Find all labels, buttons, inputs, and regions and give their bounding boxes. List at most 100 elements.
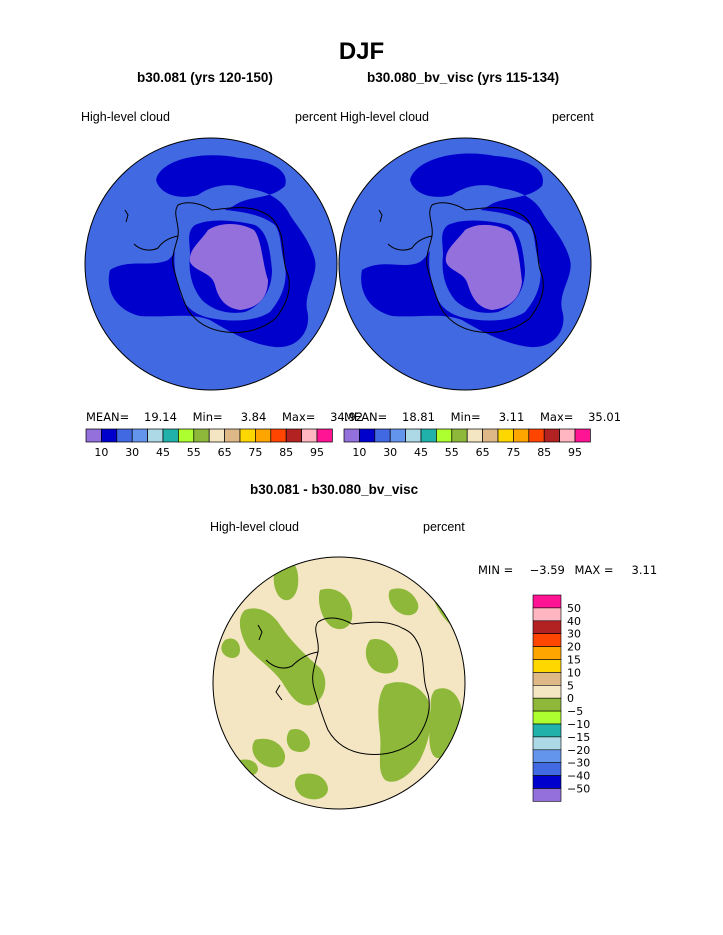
panel2-variable-label: High-level cloud [340,110,429,124]
panel2-colorbar-box-8 [466,428,483,443]
panel2-colorbar-box-5 [420,428,437,443]
panel1-colorbar-box-5 [162,428,179,443]
panel3-stats: MIN = −3.59 MAX = 3.11 [478,563,657,577]
panel3-colorbar-box-13 [532,762,562,776]
panel2-colorbar-tick-7: 95 [568,446,582,459]
panel2-colorbar-box-11 [513,428,530,443]
panel2-colorbar: 10 30 45 55 65 75 85 95 [343,428,591,459]
panel2-colorbar-box-12 [528,428,545,443]
panel1-colorbar-box-11 [255,428,272,443]
panel3-colorbar-tick-13: −40 [567,770,590,783]
panel3-colorbar-box-12 [532,749,562,763]
panel3-coastline [257,617,430,755]
panel1-colorbar-box-12 [270,428,287,443]
panel1-colorbar-box-7 [193,428,210,443]
panel2-colorbar-box-9 [482,428,499,443]
panel1-max-value: 34.92 [330,410,364,424]
panel1-colorbar-tick-6: 85 [279,446,293,459]
panel3-colorbar-tick-3: 20 [567,641,581,654]
panel3-colorbar-box-9 [532,710,562,725]
panel3-colorbar-box-4 [532,646,562,660]
panel1-field [85,138,337,390]
panel2-colorbar-tick-6: 85 [537,446,551,459]
panel1-min-value: 3.84 [240,410,267,424]
panel2-colorbar-tick-2: 45 [414,446,428,459]
panel2-border [338,137,592,391]
panel1-mean-label: MEAN= [86,410,130,424]
panel1-colorbar-tick-1: 30 [125,446,139,459]
panel2-colorbar-box-2 [374,428,391,443]
panel2-min-value: 3.11 [498,410,525,424]
panel3-colorbar-tick-2: 30 [567,628,581,641]
panel1-colorbar-box-3 [131,428,148,443]
panel2-colorbar-box-0 [343,428,360,443]
panel2-colorbar-box-3 [389,428,406,443]
panel3-colorbar-tick-4: 15 [567,654,581,667]
panel1-colorbar-box-9 [224,428,241,443]
panel2-colorbar-box-15 [574,428,591,443]
panel3-colorbar-tick-12: −30 [567,757,590,770]
panel2-mean-value: 18.81 [402,410,435,424]
panel1-max-label: Max= [281,410,316,424]
panel2-stats: MEAN= 18.81 Min= 3.11 Max= 35.01 [344,410,621,424]
panel1-colorbar-box-6 [178,428,195,443]
panel1-variable-label: High-level cloud [81,110,170,124]
panel2-colorbar-box-1 [359,428,376,443]
panel2-colorbar-tick-0: 10 [352,446,366,459]
panel2-max-value: 35.01 [588,410,622,424]
panel3-colorbar-tick-8: −5 [567,705,583,718]
panel1-colorbar-box-14 [301,428,318,443]
panel2-max-label: Max= [539,410,574,424]
panel1-colorbar-tick-2: 45 [156,446,170,459]
panel2-colorbar-tick-3: 55 [445,446,459,459]
panel3-colorbar-tick-9: −10 [567,718,590,731]
panel3-colorbar-tick-5: 10 [567,666,581,679]
panel1-min-label: Min= [192,410,223,424]
panel1-stats: MEAN= 19.14 Min= 3.84 Max= 34.92 [86,410,363,424]
panel1-colorbar-box-13 [285,428,302,443]
panel3-colorbar-box-14 [532,775,562,789]
panel1-border [84,137,338,391]
panel2-colorbar-tick-1: 30 [383,446,397,459]
panel2-field [339,138,591,390]
panel1-colorbar-box-10 [239,428,256,443]
panel3-colorbar-box-6 [532,672,562,686]
panel2-min-label: Min= [450,410,481,424]
panel3-colorbar-box-7 [532,684,562,699]
panel2-title: b30.080_bv_visc (yrs 115-134) [367,70,560,85]
panel3-colorbar-tick-10: −15 [567,731,590,744]
panel1-colorbar-tick-4: 65 [218,446,232,459]
panel1-colorbar-tick-7: 95 [310,446,324,459]
panel2-colorbar-box-7 [451,428,468,443]
panel3-min-value: −3.59 [529,563,565,577]
panel2-units-label: percent [552,110,594,124]
panel1-colorbar-tick-3: 55 [187,446,201,459]
panel2-colorbar-tick-4: 65 [476,446,490,459]
panel3-min-label: MIN = [478,563,514,577]
panel2-colorbar-box-14 [559,428,576,443]
panel3-title: b30.081 - b30.080_bv_visc [250,482,419,497]
panel3-colorbar-box-3 [532,633,562,647]
panel3-colorbar-box-0 [532,594,562,609]
panel1-colorbar-box-15 [316,428,333,443]
page-title: DJF [338,38,385,65]
panel2-colorbar-box-13 [543,428,560,443]
panel3-colorbar-box-5 [532,659,562,673]
panel2-colorbar-tick-5: 75 [506,446,520,459]
panel1-title: b30.081 (yrs 120-150) [137,70,273,85]
panel2-colorbar-box-10 [497,428,514,443]
panel2-coastline [378,202,544,333]
panel2-colorbar-box-6 [436,428,453,443]
panel3-colorbar-tick-11: −20 [567,744,590,757]
panel1-mean-value: 19.14 [144,410,177,424]
panel3-colorbar-tick-1: 40 [567,615,581,628]
panel1-colorbar-box-1 [101,428,118,443]
panel3-colorbar-tick-14: −50 [567,783,590,796]
panel3-colorbar-tick-6: 5 [567,679,574,692]
panel3-colorbar-box-10 [532,723,562,738]
panel1-colorbar-box-2 [116,428,133,443]
panel3-colorbar-box-11 [532,736,562,751]
panel3-max-value: 3.11 [631,563,658,577]
panel1-colorbar-tick-5: 75 [248,446,262,459]
